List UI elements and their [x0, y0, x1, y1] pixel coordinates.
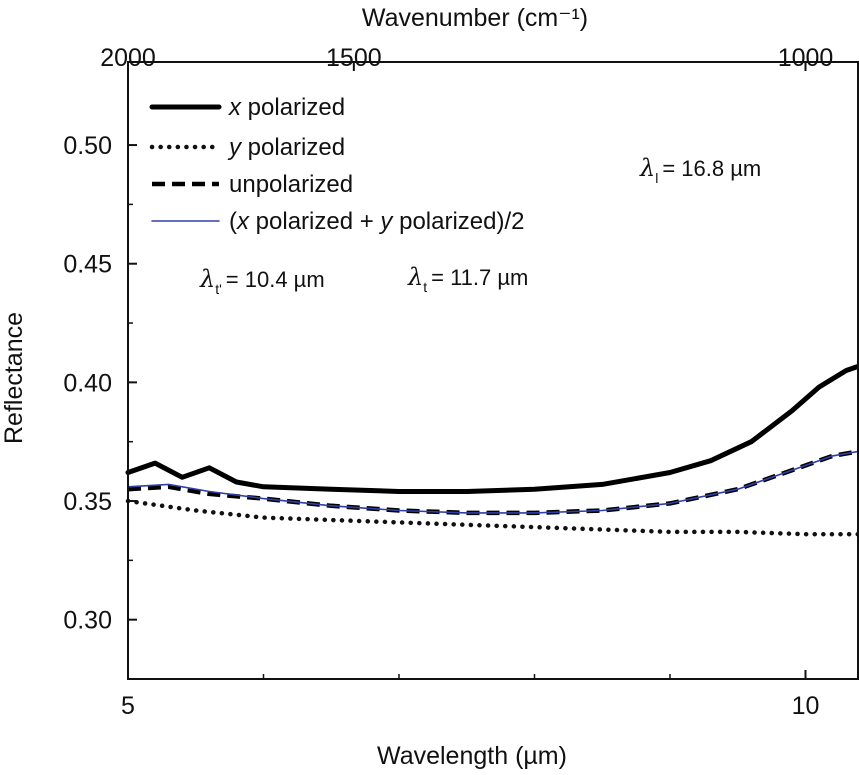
- series-line-1: [125, 498, 859, 537]
- y-tick-label: 0.30: [63, 607, 112, 635]
- legend-label-3: (x polarized + y polarized)/2: [229, 208, 525, 235]
- top-tick-label: 1000: [778, 44, 834, 72]
- x-tick-label: 10: [792, 692, 820, 720]
- y-tick-label: 0.45: [63, 251, 112, 279]
- y-tick-label: 0.40: [63, 369, 112, 397]
- legend-label-0: x polarized: [228, 94, 345, 121]
- reference-line-label: λt' = 10.4 µm: [199, 265, 325, 297]
- y-tick-label: 0.35: [63, 488, 112, 516]
- top-x-axis-title: Wavenumber (cm⁻¹): [362, 4, 588, 32]
- y-axis-title: Reflectance: [0, 312, 28, 444]
- series-lines: [125, 363, 859, 537]
- x-tick-label: 5: [121, 692, 135, 720]
- top-tick-label: 1500: [326, 44, 382, 72]
- reference-line-label: λl = 16.8 µm: [639, 154, 761, 186]
- series-line-3: [127, 450, 859, 514]
- legend-label-1: y polarized: [227, 134, 345, 161]
- reference-line-label: λt = 11.7 µm: [407, 263, 528, 295]
- axis-ticks: [127, 62, 807, 679]
- x-axis-title: Wavelength (µm): [377, 742, 567, 770]
- series-line-2: [127, 449, 859, 516]
- series-line-0: [125, 363, 859, 494]
- tick-labels: 51015200.300.350.400.450.502000150010005…: [63, 44, 834, 720]
- legend-label-2: unpolarized: [229, 171, 353, 198]
- annotations: λt' = 10.4 µm λt = 11.7 µm λl = 16.8 µm: [199, 154, 761, 297]
- plot-frame: [127, 61, 859, 680]
- legend: x polarized y polarized unpolarized (x pola…: [149, 94, 525, 235]
- top-tick-label: 2000: [100, 44, 156, 72]
- y-tick-label: 0.50: [63, 132, 112, 160]
